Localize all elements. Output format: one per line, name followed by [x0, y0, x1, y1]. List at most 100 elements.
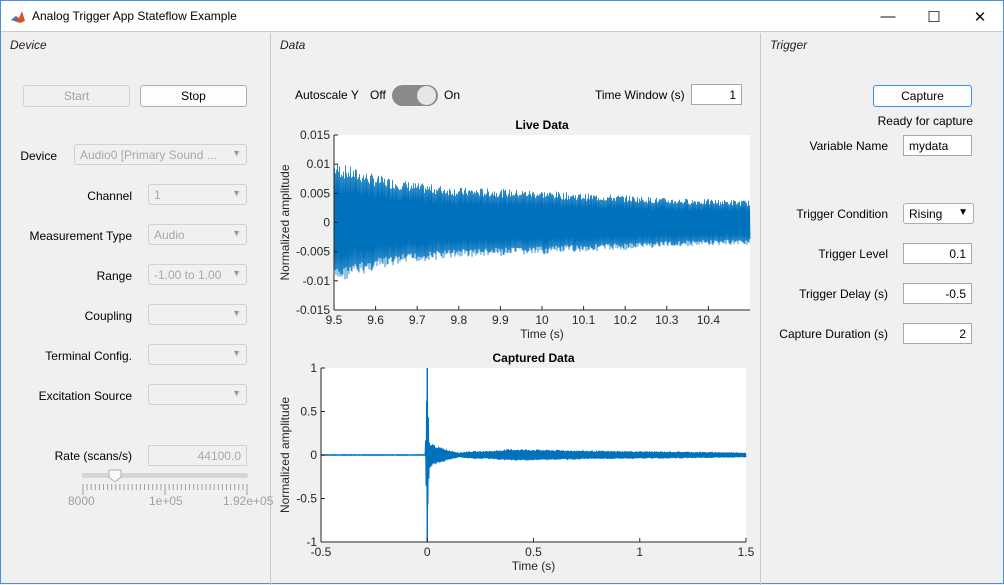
x-tick-label: 1: [636, 545, 643, 559]
excitation-source-label: Excitation Source: [38, 389, 132, 403]
chevron-down-icon: ▼: [232, 348, 241, 358]
slider-mid-label: 1e+05: [149, 494, 183, 508]
chevron-down-icon: ▼: [232, 148, 241, 158]
toggle-knob: [417, 86, 436, 105]
y-tick-label: 0: [310, 448, 317, 462]
capture-button[interactable]: Capture: [873, 85, 972, 107]
data-panel: Data Autoscale Y Off On Time Window (s) …: [271, 33, 761, 585]
slider-min-label: 8000: [68, 494, 95, 508]
stop-button[interactable]: Stop: [140, 85, 247, 107]
autoscale-toggle[interactable]: [392, 85, 438, 106]
x-tick-label: -0.5: [311, 545, 332, 559]
time-window-label: Time Window (s): [595, 88, 685, 102]
measurement-type-value: Audio: [154, 228, 185, 242]
autoscale-on-label: On: [444, 88, 461, 102]
minimize-icon[interactable]: —: [880, 8, 896, 25]
excitation-source-dropdown[interactable]: ▼: [148, 384, 247, 405]
title-bar: Analog Trigger App Stateflow Example — ☐…: [1, 1, 1003, 32]
y-tick-label: -0.015: [296, 303, 330, 317]
waveform-line: [320, 378, 747, 524]
plots-area: 9.5 9.6 9.7 9.8 9.9 10 10.1 10.2 10.3 10.4-0.015-…: [278, 118, 755, 573]
chevron-down-icon: ▼: [958, 207, 968, 218]
device-panel-title: Device: [10, 38, 47, 52]
terminal-config-label: Terminal Config.: [45, 349, 132, 363]
channel-dropdown[interactable]: 1 ▼: [148, 184, 247, 205]
close-icon[interactable]: ✕: [973, 8, 987, 26]
rate-slider-thumb[interactable]: [108, 469, 122, 483]
rate-field[interactable]: 44100.0: [148, 445, 247, 466]
matlab-logo-icon: [10, 9, 26, 25]
x-tick-label: 1.5: [738, 545, 755, 559]
x-tick-label: 10: [535, 313, 549, 327]
trigger-condition-value: Rising: [909, 207, 943, 221]
trigger-level-field[interactable]: 0.1: [903, 243, 972, 264]
data-panel-title: Data: [280, 38, 306, 52]
chevron-down-icon: ▼: [232, 388, 241, 398]
start-button[interactable]: Start: [23, 85, 130, 107]
measurement-type-dropdown[interactable]: Audio ▼: [148, 224, 247, 245]
chevron-down-icon: ▼: [232, 188, 241, 198]
trigger-panel-title: Trigger: [770, 38, 808, 52]
range-label: Range: [96, 269, 132, 283]
time-window-field[interactable]: 1: [691, 84, 742, 105]
x-axis-label: Time (s): [512, 559, 556, 573]
y-tick-label: -0.005: [296, 245, 330, 259]
x-tick-label: 0.5: [525, 545, 542, 559]
x-tick-label: 9.8: [450, 313, 467, 327]
trigger-condition-label: Trigger Condition: [796, 207, 888, 221]
terminal-config-dropdown[interactable]: ▼: [148, 344, 247, 365]
x-axis-label: Time (s): [520, 327, 564, 341]
rate-slider-ticks: [82, 484, 248, 495]
waveform-line: [333, 164, 751, 280]
y-tick-label: -0.01: [303, 274, 331, 288]
y-tick-label: 1: [310, 361, 317, 375]
capture-duration-label: Capture Duration (s): [779, 327, 888, 341]
rate-label: Rate (scans/s): [54, 449, 132, 463]
variable-name-field[interactable]: mydata: [903, 135, 972, 156]
device-value: Audio0 [Primary Sound ...: [80, 148, 217, 162]
y-tick-label: 0.005: [300, 186, 330, 200]
coupling-label: Coupling: [84, 309, 132, 323]
y-tick-label: 0.5: [300, 405, 317, 419]
x-tick-label: 0: [424, 545, 431, 559]
x-tick-label: 10.3: [655, 313, 679, 327]
device-label: Device: [20, 149, 57, 163]
plot-title: Captured Data: [492, 351, 574, 365]
chevron-down-icon: ▼: [232, 228, 241, 238]
autoscale-off-label: Off: [370, 88, 386, 102]
range-dropdown[interactable]: -1.00 to 1.00 ▼: [148, 264, 247, 285]
capture-status: Ready for capture: [877, 114, 973, 128]
device-dropdown[interactable]: Audio0 [Primary Sound ... ▼: [74, 144, 247, 165]
variable-name-label: Variable Name: [809, 139, 888, 153]
y-tick-label: -0.5: [296, 492, 317, 506]
rate-slider-track[interactable]: [82, 473, 248, 478]
trigger-delay-field[interactable]: -0.5: [903, 283, 972, 304]
window-title: Analog Trigger App Stateflow Example: [32, 9, 237, 23]
channel-value: 1: [154, 188, 161, 202]
y-axis-label: Normalized amplitude: [278, 164, 292, 280]
channel-label: Channel: [87, 189, 132, 203]
coupling-dropdown[interactable]: ▼: [148, 304, 247, 325]
chevron-down-icon: ▼: [232, 268, 241, 278]
maximize-icon[interactable]: ☐: [927, 8, 941, 26]
measurement-type-label: Measurement Type: [29, 229, 133, 243]
y-tick-label: -1: [306, 535, 317, 549]
chevron-down-icon: ▼: [232, 308, 241, 318]
y-tick-label: 0: [323, 216, 330, 230]
x-tick-label: 10.4: [697, 313, 721, 327]
x-tick-label: 9.6: [367, 313, 384, 327]
trigger-delay-label: Trigger Delay (s): [799, 287, 888, 301]
x-tick-label: 10.1: [572, 313, 596, 327]
y-tick-label: 0.015: [300, 128, 330, 142]
x-tick-label: 9.7: [409, 313, 426, 327]
autoscale-label: Autoscale Y: [295, 88, 359, 102]
capture-duration-field[interactable]: 2: [903, 323, 972, 344]
y-axis-label: Normalized amplitude: [278, 397, 292, 513]
device-panel: Device Start Stop Device Audio0 [Primary…: [1, 33, 273, 585]
trigger-panel: Trigger Capture Ready for capture Variab…: [761, 33, 1004, 585]
y-tick-label: 0.01: [307, 157, 331, 171]
trigger-condition-dropdown[interactable]: Rising ▼: [903, 203, 974, 224]
x-tick-label: 9.5: [326, 313, 343, 327]
range-value: -1.00 to 1.00: [154, 268, 222, 282]
